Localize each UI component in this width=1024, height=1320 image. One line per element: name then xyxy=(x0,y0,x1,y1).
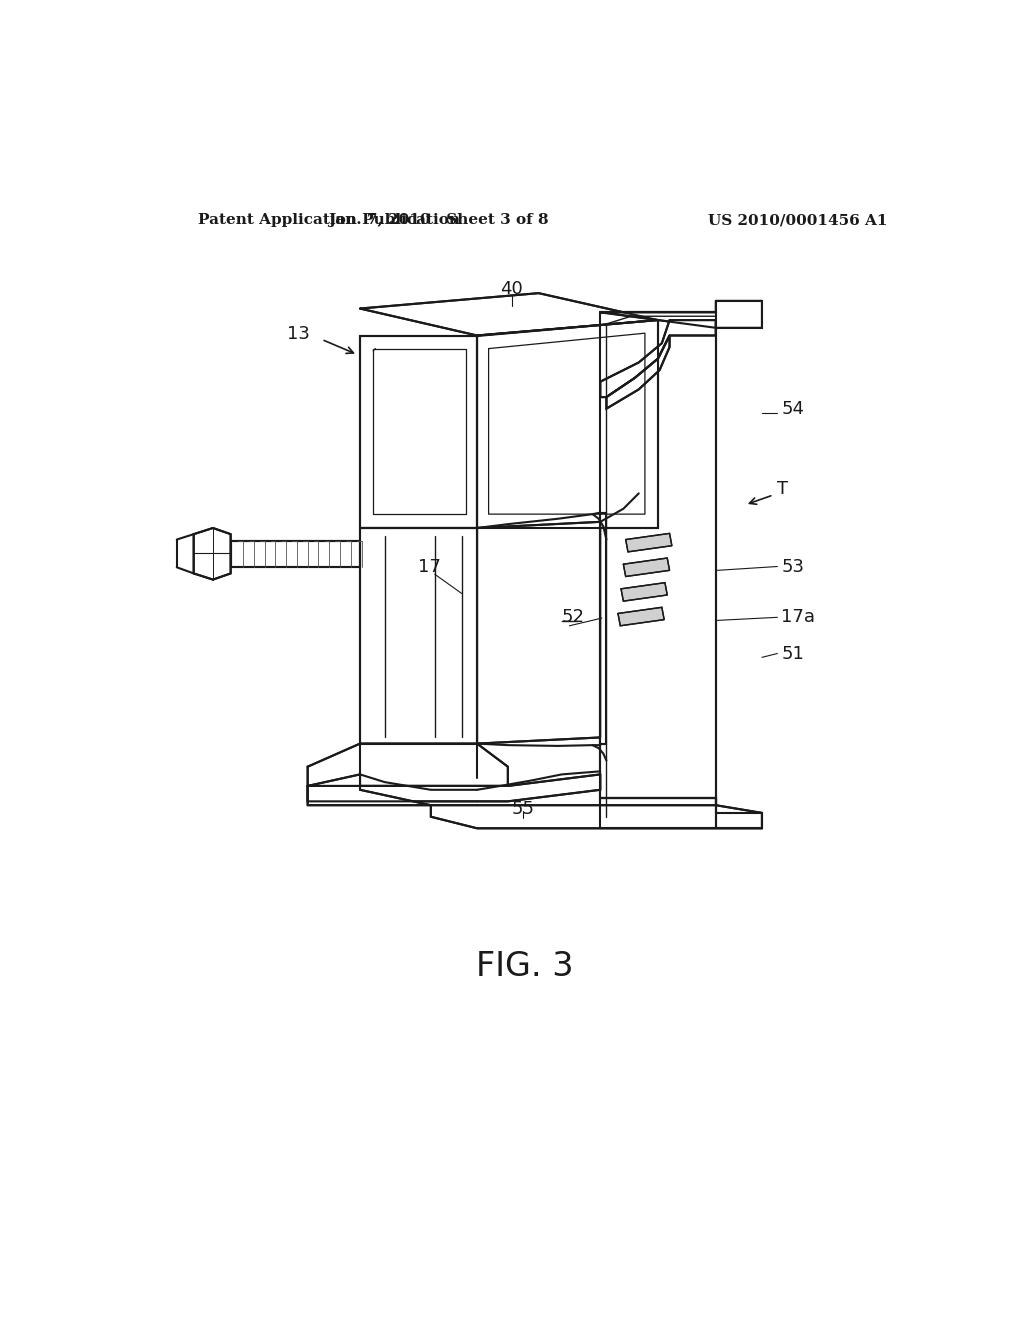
Text: 54: 54 xyxy=(781,400,804,417)
Polygon shape xyxy=(600,797,762,829)
Polygon shape xyxy=(606,335,670,409)
Polygon shape xyxy=(307,775,431,805)
Text: FIG. 3: FIG. 3 xyxy=(476,950,573,983)
Text: 13: 13 xyxy=(287,325,310,343)
Polygon shape xyxy=(617,607,665,626)
Polygon shape xyxy=(431,805,762,829)
Polygon shape xyxy=(477,521,600,743)
Polygon shape xyxy=(194,528,230,579)
Text: Jan. 7, 2010   Sheet 3 of 8: Jan. 7, 2010 Sheet 3 of 8 xyxy=(329,213,549,227)
Polygon shape xyxy=(626,533,672,552)
Polygon shape xyxy=(360,293,658,335)
Text: 53: 53 xyxy=(781,557,804,576)
Polygon shape xyxy=(360,528,477,743)
Polygon shape xyxy=(600,301,762,327)
Text: US 2010/0001456 A1: US 2010/0001456 A1 xyxy=(708,213,888,227)
Polygon shape xyxy=(600,512,606,743)
Polygon shape xyxy=(624,558,670,577)
Polygon shape xyxy=(230,541,360,566)
Polygon shape xyxy=(621,582,668,601)
Polygon shape xyxy=(307,775,600,801)
Text: 55: 55 xyxy=(512,800,535,818)
Text: 17a: 17a xyxy=(781,609,815,626)
Text: 52: 52 xyxy=(562,609,585,626)
Text: 17: 17 xyxy=(418,557,440,576)
Polygon shape xyxy=(360,335,477,528)
Polygon shape xyxy=(477,321,658,528)
Text: 51: 51 xyxy=(781,644,804,663)
Text: Patent Application Publication: Patent Application Publication xyxy=(198,213,460,227)
Polygon shape xyxy=(307,743,508,785)
Text: T: T xyxy=(777,480,788,499)
Text: 40: 40 xyxy=(501,280,523,298)
Polygon shape xyxy=(600,321,716,397)
Polygon shape xyxy=(600,313,716,829)
